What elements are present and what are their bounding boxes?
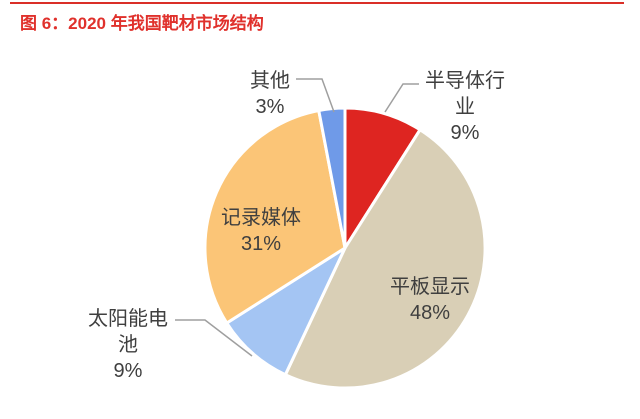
chart-title: 图 6：2020 年我国靶材市场结构	[20, 14, 264, 33]
leader-line-solar	[175, 319, 253, 357]
pie-label-semiconductor-pct: 9%	[450, 122, 480, 144]
pie-label-semiconductor: 半导体行业 9%	[421, 68, 509, 146]
leader-line-semiconductor	[384, 83, 419, 113]
pie-slice-3	[225, 246, 347, 377]
title-top-rule	[10, 2, 624, 4]
pie-label-media-name: 记录媒体	[221, 207, 301, 229]
pie-label-media-pct: 31%	[240, 233, 282, 255]
pie-label-fpd-pct: 48%	[409, 302, 451, 324]
pie-label-fpd-name: 平板显示	[390, 276, 470, 298]
pie-slice-1	[343, 106, 422, 250]
pie-label-solar-name: 太阳能电池	[88, 308, 168, 356]
leader-lines	[175, 78, 419, 357]
pie-label-solar-cell: 太阳能电池 9%	[84, 306, 172, 384]
pie-label-semiconductor-name: 半导体行业	[425, 70, 505, 118]
pie-label-flat-panel-display: 平板显示 48%	[384, 274, 476, 326]
leader-line-other	[296, 78, 335, 113]
pie-label-other-pct: 3%	[255, 96, 285, 118]
pie-label-solar-pct: 9%	[113, 360, 143, 382]
pie-slice-2	[283, 128, 487, 390]
pie-slice-4	[203, 108, 347, 325]
pie-label-recording-media: 记录媒体 31%	[215, 205, 307, 257]
pie	[203, 106, 487, 390]
pie-slice-5	[317, 106, 347, 250]
pie-label-other: 其他 3%	[226, 68, 314, 120]
pie-label-other-name: 其他	[250, 70, 290, 92]
